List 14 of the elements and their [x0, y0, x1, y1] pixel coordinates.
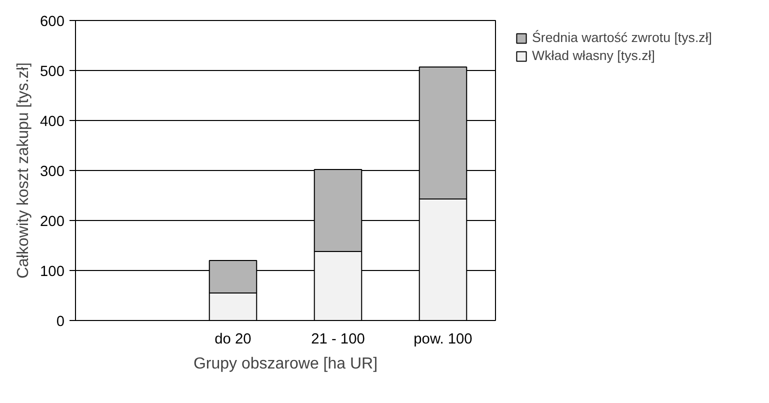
- legend-label: Średnia wartość zwrotu [tys.zł]: [532, 30, 712, 45]
- x-tick-label: pow. 100: [414, 332, 472, 348]
- y-tick-label: 400: [40, 114, 65, 130]
- x-tick-label: do 20: [214, 332, 252, 348]
- legend-label: Wkład własny [tys.zł]: [532, 48, 655, 63]
- y-axis-title: Całkowity koszt zakupu [tys.zł]: [15, 62, 32, 279]
- y-tick-label: 200: [40, 214, 65, 230]
- y-tick-label: 100: [40, 264, 65, 280]
- y-tick-label: 0: [56, 314, 65, 330]
- x-axis-title: Grupy obszarowe [ha UR]: [193, 356, 378, 372]
- x-tick-label: 21 - 100: [311, 332, 365, 348]
- y-tick-label: 500: [40, 64, 65, 80]
- y-tick-label: 600: [40, 14, 65, 30]
- y-tick-label: 300: [40, 164, 65, 180]
